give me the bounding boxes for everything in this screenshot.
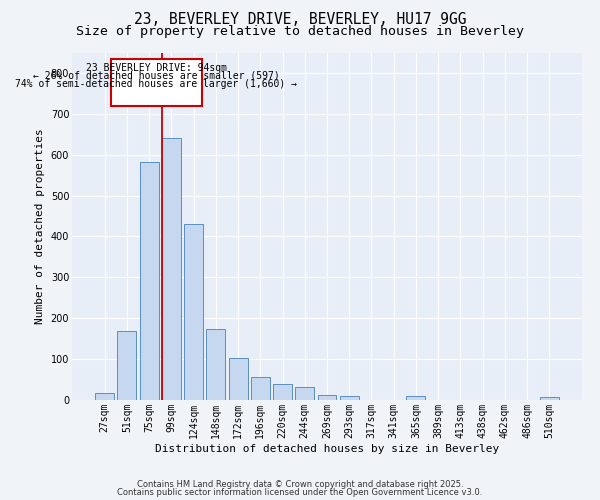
Bar [406, 396, 425, 400]
Bar [295, 388, 314, 400]
Text: Size of property relative to detached houses in Beverley: Size of property relative to detached ho… [76, 25, 524, 38]
Bar [340, 396, 359, 400]
Bar [184, 224, 203, 400]
Text: 74% of semi-detached houses are larger (1,660) →: 74% of semi-detached houses are larger (… [16, 79, 298, 89]
Text: Contains public sector information licensed under the Open Government Licence v3: Contains public sector information licen… [118, 488, 482, 497]
Text: 23, BEVERLEY DRIVE, BEVERLEY, HU17 9GG: 23, BEVERLEY DRIVE, BEVERLEY, HU17 9GG [134, 12, 466, 28]
Bar [273, 384, 292, 400]
Bar [251, 377, 270, 400]
Text: 23 BEVERLEY DRIVE: 94sqm: 23 BEVERLEY DRIVE: 94sqm [86, 62, 227, 72]
Bar [317, 394, 337, 400]
Bar [206, 329, 225, 400]
Bar [162, 138, 181, 400]
FancyBboxPatch shape [111, 60, 202, 106]
Bar [229, 358, 248, 400]
X-axis label: Distribution of detached houses by size in Beverley: Distribution of detached houses by size … [155, 444, 499, 454]
Bar [140, 162, 158, 400]
Bar [540, 397, 559, 400]
Bar [118, 332, 136, 400]
Text: Contains HM Land Registry data © Crown copyright and database right 2025.: Contains HM Land Registry data © Crown c… [137, 480, 463, 489]
Y-axis label: Number of detached properties: Number of detached properties [35, 128, 45, 324]
Bar [95, 392, 114, 400]
Text: ← 26% of detached houses are smaller (597): ← 26% of detached houses are smaller (59… [33, 71, 280, 81]
